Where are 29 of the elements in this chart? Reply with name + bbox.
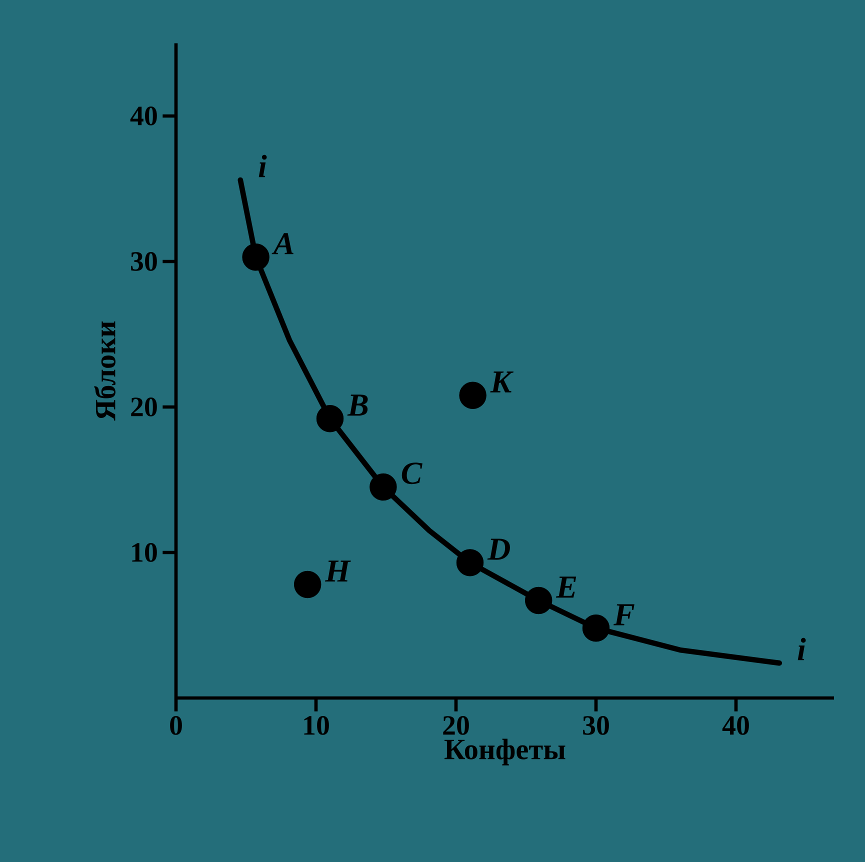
y-tick-label: 20: [131, 398, 157, 416]
point: [582, 614, 610, 642]
y-axis-title: Яблоки: [94, 321, 116, 421]
annotation: i: [258, 154, 267, 178]
point: [524, 586, 552, 614]
annotation: C: [402, 462, 422, 484]
x-tick-label: 20: [443, 716, 469, 735]
x-tick-label: 0: [170, 716, 182, 735]
x-tick-label: 30: [583, 716, 609, 735]
annotation: F: [614, 604, 634, 626]
annotation: E: [556, 576, 576, 598]
point: [294, 570, 322, 598]
y-tick-label: 10: [132, 543, 157, 562]
annotation: D: [487, 538, 510, 560]
y-tick-label: 40: [130, 106, 157, 126]
annotation: A: [272, 233, 294, 254]
x-tick-label: 10: [304, 716, 329, 735]
x-tick-label: 40: [722, 716, 749, 735]
y-tick-label: 30: [131, 252, 157, 271]
annotation: K: [490, 371, 514, 392]
point: [316, 405, 344, 432]
x-axis-title: Конфеты: [444, 738, 566, 766]
annotation: B: [347, 394, 368, 416]
point: [456, 549, 484, 576]
annotation: H: [324, 560, 351, 582]
point: [242, 244, 270, 271]
point: [459, 382, 486, 409]
point: [370, 473, 397, 501]
annotation: i: [798, 638, 806, 660]
